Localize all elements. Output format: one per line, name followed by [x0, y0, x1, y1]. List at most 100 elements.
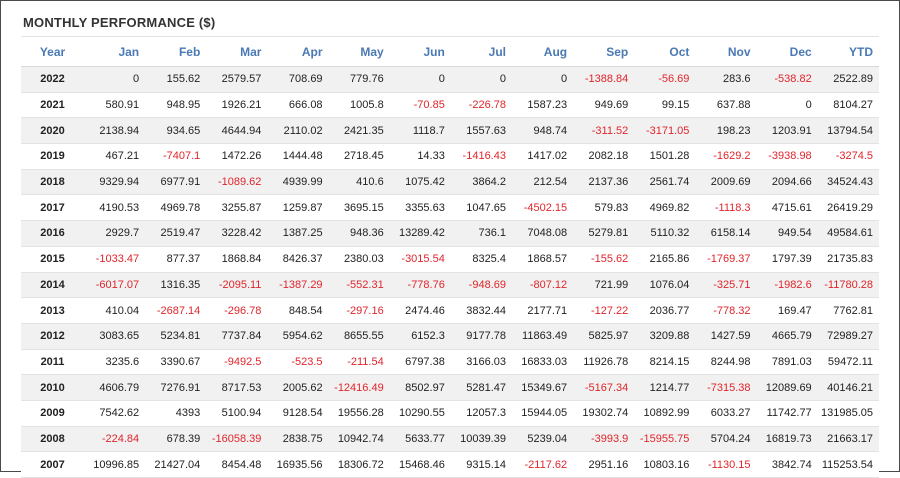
- value-cell: 12089.69: [756, 374, 818, 401]
- value-cell: -3274.5: [817, 143, 879, 170]
- value-cell: 5234.81: [145, 323, 207, 350]
- value-cell: 4644.94: [206, 117, 268, 145]
- value-cell: -7407.1: [145, 143, 207, 170]
- column-header-dec: Dec: [756, 38, 818, 67]
- table-row: 2015 -1033.47 877.37 1868.84 8426.37 2380.03-…: [21, 246, 879, 273]
- value-cell: -1629.2: [695, 143, 757, 170]
- value-cell: 10290.55: [389, 400, 451, 427]
- value-cell: 6797.38: [389, 349, 451, 376]
- value-cell: 0: [389, 66, 451, 93]
- value-cell: -1769.37: [695, 246, 757, 273]
- value-cell: -1118.3: [695, 194, 757, 222]
- year-cell: 2012: [21, 323, 84, 350]
- column-header-oct: Oct: [634, 38, 696, 67]
- table-row: 2018 9329.94 6977.91 -1089.62 4939.99 410.6 10…: [21, 169, 879, 196]
- year-cell: 2009: [21, 400, 84, 427]
- value-cell: 1427.59: [695, 323, 757, 350]
- value-cell: 2138.94: [84, 117, 146, 145]
- value-cell: 26419.29: [817, 194, 879, 222]
- value-cell: -6017.07: [84, 272, 146, 299]
- value-cell: 579.83: [573, 194, 635, 222]
- value-cell: 4606.79: [84, 374, 146, 401]
- value-cell: 666.08: [267, 92, 329, 119]
- value-cell: 4715.61: [756, 194, 818, 222]
- value-cell: 4190.53: [84, 194, 146, 222]
- value-cell: -12416.49: [328, 374, 390, 401]
- column-header-year: Year: [21, 38, 84, 67]
- value-cell: 6158.14: [695, 220, 757, 247]
- value-cell: -226.78: [450, 92, 512, 119]
- year-cell: 2011: [21, 349, 84, 376]
- value-cell: 8454.48: [206, 451, 268, 478]
- value-cell: 467.21: [84, 143, 146, 170]
- value-cell: 40146.21: [817, 374, 879, 401]
- value-cell: 11863.49: [511, 323, 574, 350]
- value-cell: 115253.54: [817, 451, 879, 478]
- value-cell: 949.69: [573, 92, 635, 119]
- value-cell: 99.15: [634, 92, 696, 119]
- value-cell: 1259.87: [267, 194, 329, 222]
- value-cell: 934.65: [145, 117, 207, 145]
- value-cell: 8717.53: [206, 374, 268, 401]
- value-cell: -1388.84: [573, 66, 635, 93]
- value-cell: -3938.98: [756, 143, 818, 170]
- value-cell: 16819.73: [756, 426, 818, 453]
- value-cell: 2165.86: [634, 246, 696, 273]
- value-cell: 15944.05: [511, 400, 574, 427]
- value-cell: 7048.08: [511, 220, 574, 247]
- value-cell: 1926.21: [206, 92, 268, 119]
- year-cell: 2007: [21, 451, 84, 478]
- value-cell: 198.23: [695, 117, 757, 145]
- table-row: 2021 580.91 948.95 1926.21 666.08 1005.8 -70.8…: [21, 92, 879, 119]
- year-cell: 2008: [21, 426, 84, 453]
- value-cell: 16935.56: [267, 451, 329, 478]
- value-cell: 1214.77: [634, 374, 696, 401]
- year-cell: 2015: [21, 246, 84, 273]
- value-cell: 580.91: [84, 92, 146, 119]
- value-cell: -3171.05: [634, 117, 696, 145]
- value-cell: 10039.39: [450, 426, 512, 453]
- value-cell: 948.36: [328, 220, 390, 247]
- value-cell: -11780.28: [817, 272, 879, 299]
- value-cell: -1387.29: [267, 272, 329, 299]
- value-cell: 1417.02: [511, 143, 574, 170]
- value-cell: 7276.91: [145, 374, 207, 401]
- year-cell: 2020: [21, 117, 84, 145]
- value-cell: -127.22: [573, 297, 635, 324]
- value-cell: 410.6: [328, 169, 390, 196]
- column-header-mar: Mar: [206, 38, 268, 67]
- column-header-jun: Jun: [389, 38, 451, 67]
- value-cell: 410.04: [84, 297, 146, 324]
- value-cell: -9492.5: [206, 349, 268, 376]
- table-row: 2010 4606.79 7276.91 8717.53 2005.62 -12416.4…: [21, 374, 879, 401]
- table-row: 2017 4190.53 4969.78 3255.87 1259.87 3695.15 3…: [21, 194, 879, 222]
- table-row: 2022 0 155.62 2579.57 708.69 779.76 0 0 0 -1388.8…: [21, 66, 879, 93]
- value-cell: -3015.54: [389, 246, 451, 273]
- year-cell: 2014: [21, 272, 84, 299]
- value-cell: 4393: [145, 400, 207, 427]
- value-cell: 0: [756, 92, 818, 119]
- value-cell: 5633.77: [389, 426, 451, 453]
- value-cell: 5100.94: [206, 400, 268, 427]
- year-cell: 2010: [21, 374, 84, 401]
- value-cell: -1416.43: [450, 143, 512, 170]
- value-cell: 1387.25: [267, 220, 329, 247]
- value-cell: 4969.82: [634, 194, 696, 222]
- value-cell: 3083.65: [84, 323, 146, 350]
- value-cell: 736.1: [450, 220, 512, 247]
- value-cell: -552.31: [328, 272, 390, 299]
- value-cell: -16058.39: [206, 426, 268, 453]
- table-row: 2008 -224.84 678.39 -16058.39 2838.75 10942.7…: [21, 426, 879, 453]
- value-cell: -1033.47: [84, 246, 146, 273]
- value-cell: 15349.67: [511, 374, 574, 401]
- value-cell: 6033.27: [695, 400, 757, 427]
- value-cell: 5281.47: [450, 374, 512, 401]
- value-cell: -325.71: [695, 272, 757, 299]
- value-cell: 1118.7: [389, 117, 451, 145]
- value-cell: 8214.15: [634, 349, 696, 376]
- value-cell: 9128.54: [267, 400, 329, 427]
- value-cell: -807.12: [511, 272, 574, 299]
- value-cell: 6152.3: [389, 323, 451, 350]
- value-cell: 5110.32: [634, 220, 696, 247]
- year-cell: 2021: [21, 92, 84, 119]
